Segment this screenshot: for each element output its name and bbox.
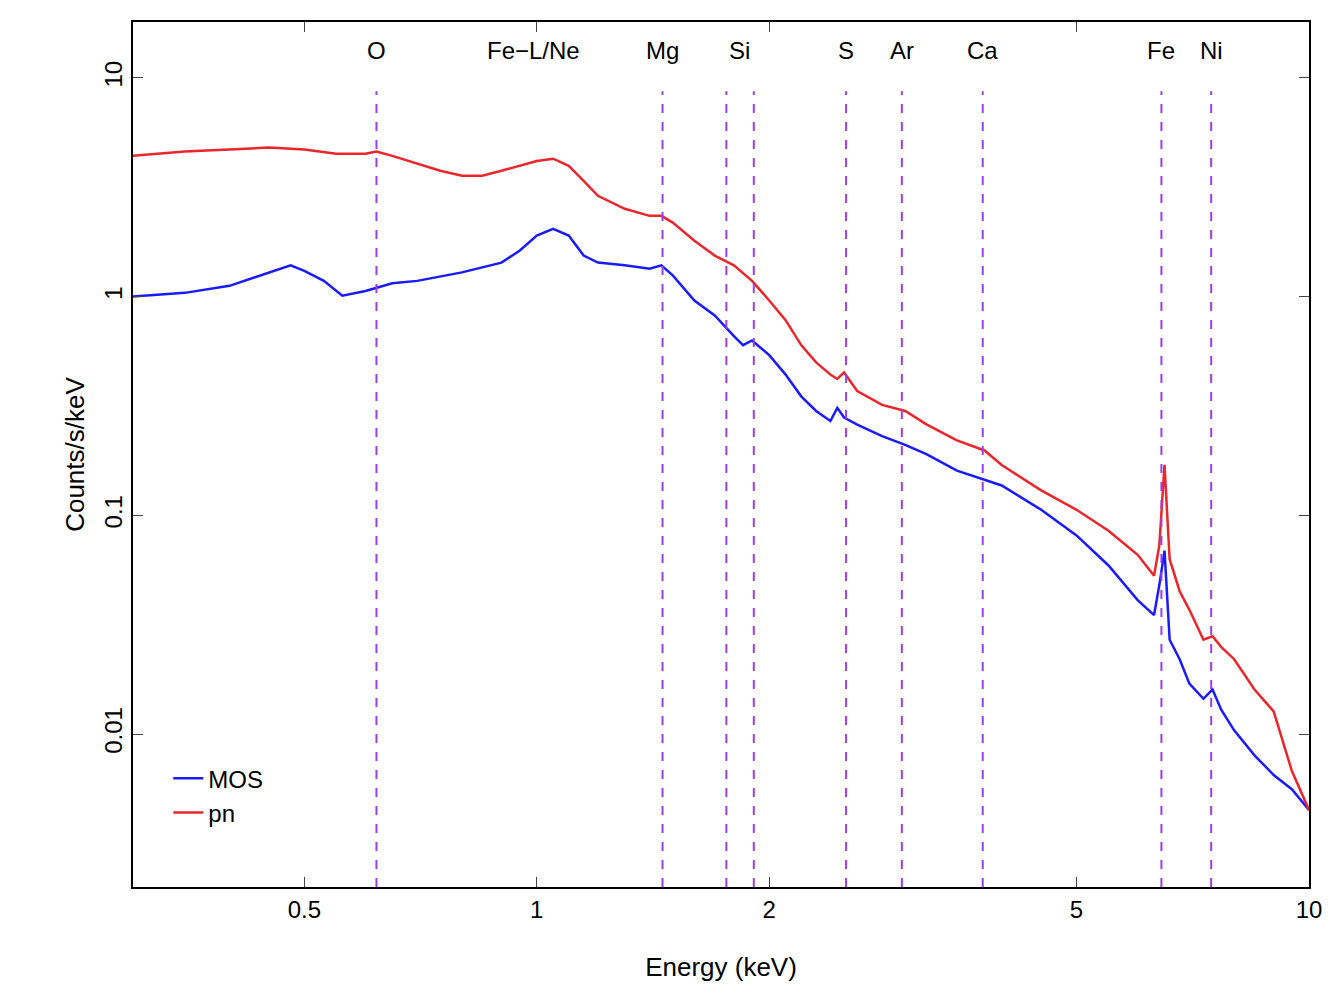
svg-text:10: 10 bbox=[1296, 896, 1323, 923]
svg-text:pn: pn bbox=[208, 800, 235, 827]
svg-text:0.5: 0.5 bbox=[288, 896, 321, 923]
svg-text:10: 10 bbox=[100, 61, 127, 88]
svg-text:0.01: 0.01 bbox=[100, 707, 127, 754]
svg-text:Fe: Fe bbox=[1147, 37, 1175, 64]
svg-text:Si: Si bbox=[729, 37, 750, 64]
svg-text:1: 1 bbox=[530, 896, 543, 923]
svg-text:Ca: Ca bbox=[967, 37, 998, 64]
svg-text:1: 1 bbox=[100, 286, 127, 299]
svg-text:Energy (keV): Energy (keV) bbox=[645, 952, 797, 982]
svg-text:Ni: Ni bbox=[1200, 37, 1223, 64]
svg-text:Counts/s/keV: Counts/s/keV bbox=[60, 377, 90, 532]
svg-text:2: 2 bbox=[763, 896, 776, 923]
svg-text:Ar: Ar bbox=[890, 37, 914, 64]
svg-text:Fe−L/Ne: Fe−L/Ne bbox=[487, 37, 580, 64]
svg-text:Mg: Mg bbox=[646, 37, 679, 64]
svg-text:S: S bbox=[838, 37, 854, 64]
svg-text:MOS: MOS bbox=[208, 766, 263, 793]
svg-text:0.1: 0.1 bbox=[100, 495, 127, 528]
svg-text:O: O bbox=[367, 37, 386, 64]
svg-text:5: 5 bbox=[1070, 896, 1083, 923]
